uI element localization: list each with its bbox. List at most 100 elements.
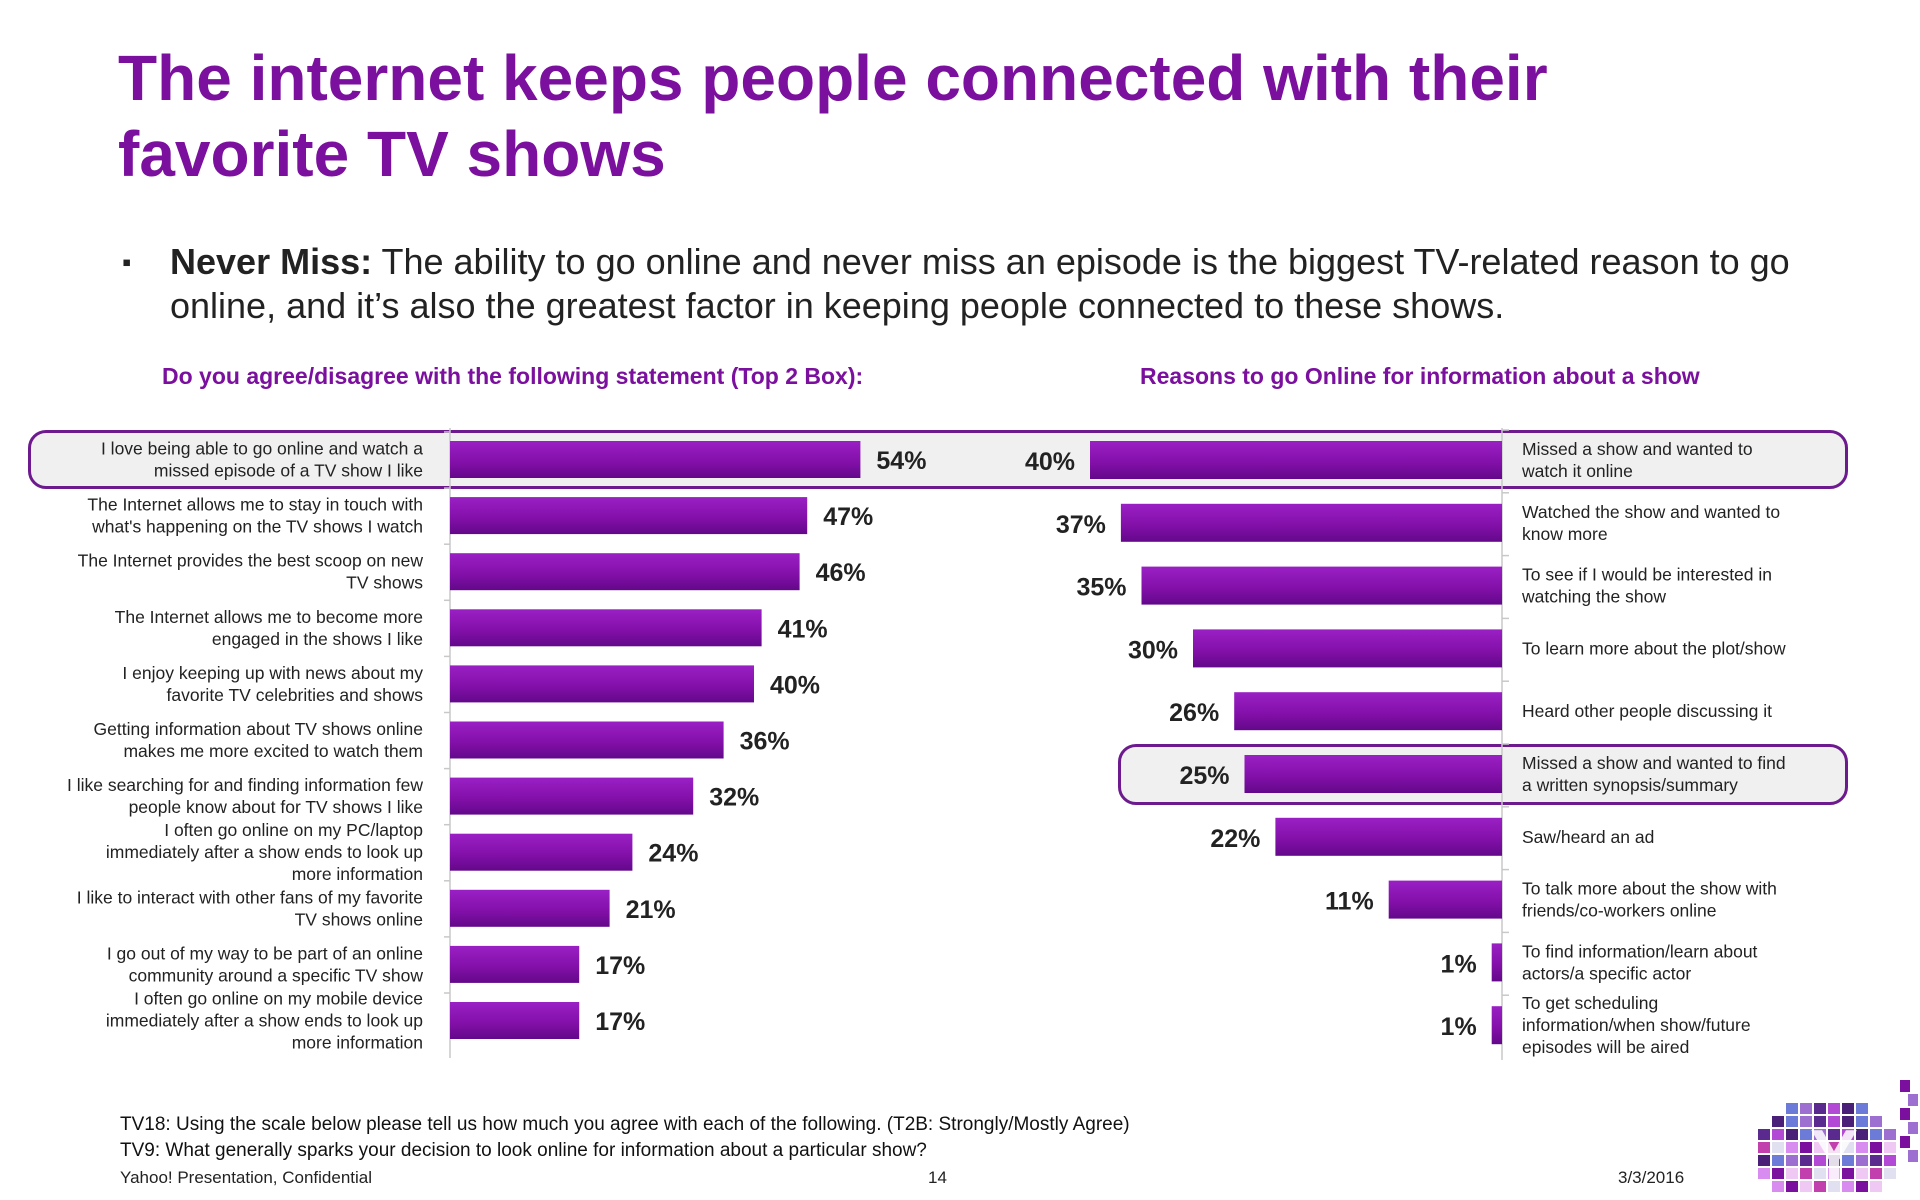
key-point-body: The ability to go online and never miss … xyxy=(170,241,1790,326)
logo-tile xyxy=(1842,1181,1854,1192)
left-category-label: I often go online on my PC/laptop xyxy=(164,820,423,840)
logo-tile xyxy=(1828,1142,1840,1153)
logo-tile xyxy=(1800,1168,1812,1179)
right-value-label: 30% xyxy=(1128,636,1178,664)
logo-tile xyxy=(1842,1168,1854,1179)
logo-tile xyxy=(1870,1129,1882,1140)
logo-tile xyxy=(1870,1168,1882,1179)
logo-tile xyxy=(1800,1181,1812,1192)
left-value-label: 24% xyxy=(648,840,698,868)
logo-tile xyxy=(1814,1181,1826,1192)
yahoo-mosaic-logo-icon: Y xyxy=(1758,1080,1918,1196)
key-point-bold: Never Miss: xyxy=(170,241,373,282)
page-number: 14 xyxy=(928,1168,947,1187)
logo-tile xyxy=(1772,1116,1784,1127)
left-category-label: I like to interact with other fans of my… xyxy=(77,887,423,907)
right-value-label: 35% xyxy=(1076,574,1126,602)
logo-tile xyxy=(1758,1168,1770,1179)
right-category-label: To get scheduling xyxy=(1522,993,1658,1013)
right-category-label: actors/a specific actor xyxy=(1522,963,1691,983)
logo-tile xyxy=(1772,1142,1784,1153)
left-bar xyxy=(450,553,800,591)
logo-tile xyxy=(1856,1103,1868,1114)
left-category-label: I often go online on my mobile device xyxy=(134,989,423,1009)
right-category-label: Missed a show and wanted to find xyxy=(1522,753,1786,773)
logo-tile xyxy=(1884,1129,1896,1140)
right-value-label: 37% xyxy=(1056,511,1106,539)
logo-tile xyxy=(1884,1168,1896,1179)
left-category-label: The Internet allows me to stay in touch … xyxy=(87,495,423,515)
logo-tile xyxy=(1870,1116,1882,1127)
right-bar xyxy=(1491,1006,1502,1045)
right-category-label: Heard other people discussing it xyxy=(1522,701,1772,721)
right-bar xyxy=(1193,629,1502,668)
right-value-label: 1% xyxy=(1441,1013,1477,1041)
logo-tile xyxy=(1800,1129,1812,1140)
logo-tile xyxy=(1900,1108,1910,1120)
right-category-label: friends/co-workers online xyxy=(1522,901,1717,921)
logo-tile xyxy=(1786,1129,1798,1140)
left-bar xyxy=(450,833,633,871)
left-value-label: 17% xyxy=(595,1008,645,1036)
logo-tile xyxy=(1814,1129,1826,1140)
left-category-label: community around a specific TV show xyxy=(129,965,424,985)
left-bar xyxy=(450,777,694,815)
right-value-label: 11% xyxy=(1325,888,1374,916)
logo-tile xyxy=(1786,1103,1798,1114)
left-category-label: immediately after a show ends to look up xyxy=(106,842,423,862)
logo-tile xyxy=(1800,1116,1812,1127)
left-category-label: The Internet allows me to become more xyxy=(115,607,423,627)
left-category-label: TV shows xyxy=(346,573,423,593)
left-value-label: 21% xyxy=(626,896,676,924)
left-bar xyxy=(450,721,724,759)
left-chart-title: Do you agree/disagree with the following… xyxy=(162,363,864,389)
right-value-label: 22% xyxy=(1210,825,1260,853)
logo-tile xyxy=(1870,1142,1882,1153)
left-value-label: 41% xyxy=(778,615,828,643)
left-category-label: engaged in the shows I like xyxy=(212,629,423,649)
right-bar xyxy=(1244,755,1502,793)
left-value-label: 36% xyxy=(740,728,790,756)
bullet-square-icon: ▪ xyxy=(122,247,132,277)
left-value-label: 17% xyxy=(595,952,645,980)
footnote-question-1: TV18: Using the scale below please tell … xyxy=(120,1114,1130,1135)
left-category-label: I enjoy keeping up with news about my xyxy=(122,663,423,683)
left-value-label: 47% xyxy=(823,503,873,531)
logo-tile xyxy=(1842,1103,1854,1114)
logo-tile xyxy=(1828,1129,1840,1140)
logo-tile xyxy=(1870,1181,1882,1192)
left-category-label: makes me more excited to watch them xyxy=(123,741,423,761)
logo-tile xyxy=(1842,1155,1854,1166)
right-category-label: Saw/heard an ad xyxy=(1522,827,1654,847)
logo-tile xyxy=(1786,1155,1798,1166)
footnote-question-2: TV9: What generally sparks your decision… xyxy=(120,1140,927,1161)
right-category-label: watching the show xyxy=(1521,587,1666,607)
right-category-label: a written synopsis/summary xyxy=(1522,775,1738,795)
logo-tile xyxy=(1800,1103,1812,1114)
right-bar xyxy=(1234,692,1502,731)
left-category-label: more information xyxy=(292,864,423,884)
left-category-label: missed episode of a TV show I like xyxy=(154,461,423,481)
right-category-label: Watched the show and wanted to xyxy=(1522,502,1780,522)
right-value-label: 1% xyxy=(1441,950,1477,978)
logo-tile xyxy=(1772,1168,1784,1179)
key-point-text: Never Miss: The ability to go online and… xyxy=(170,240,1850,328)
svg-text:Y: Y xyxy=(1810,1116,1858,1196)
confidential-label: Yahoo! Presentation, Confidential xyxy=(120,1168,373,1187)
logo-tile xyxy=(1786,1181,1798,1192)
logo-tile xyxy=(1856,1142,1868,1153)
logo-tile xyxy=(1856,1181,1868,1192)
logo-tile xyxy=(1908,1122,1918,1134)
left-bar xyxy=(450,1002,580,1039)
logo-tile xyxy=(1884,1155,1896,1166)
logo-tile xyxy=(1814,1116,1826,1127)
left-category-label: what's happening on the TV shows I watch xyxy=(91,517,423,537)
right-bar xyxy=(1388,880,1502,919)
logo-tile xyxy=(1842,1129,1854,1140)
logo-tile xyxy=(1786,1142,1798,1153)
right-category-label: To talk more about the show with xyxy=(1522,879,1777,899)
right-category-label: To see if I would be interested in xyxy=(1522,565,1772,585)
right-bar xyxy=(1141,566,1502,605)
right-value-label: 25% xyxy=(1179,762,1229,790)
